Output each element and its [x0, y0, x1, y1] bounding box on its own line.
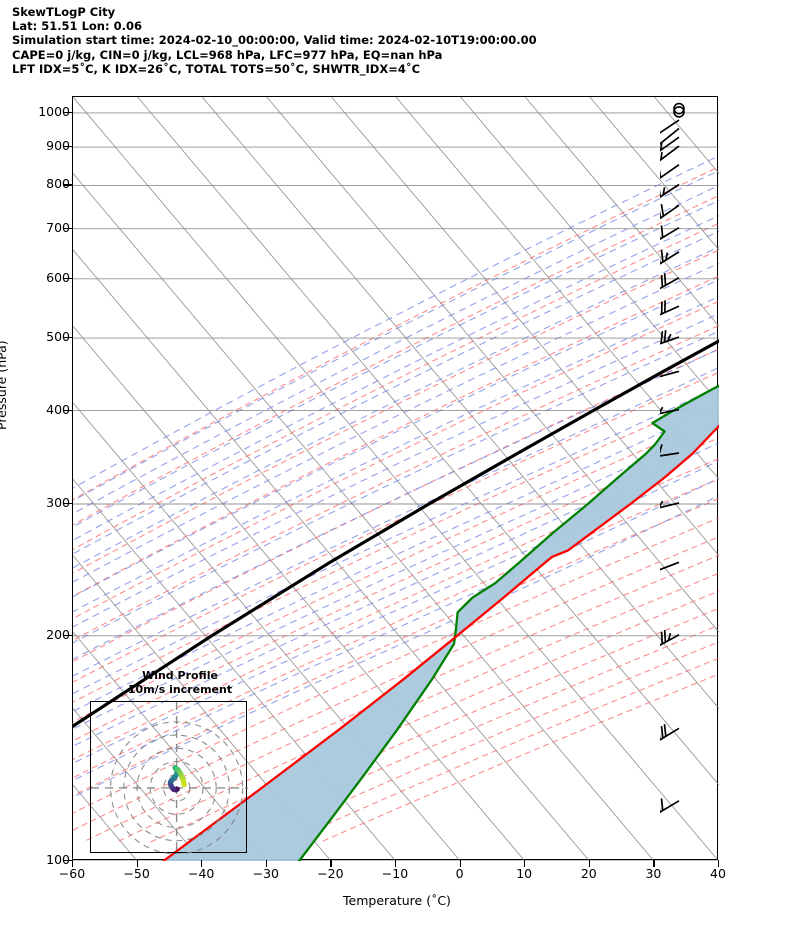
x-tick-mark — [653, 860, 655, 867]
x-tick-mark — [588, 860, 590, 867]
skewt-canvas — [73, 97, 719, 861]
hodograph-rings — [91, 702, 248, 854]
y-tick-mark — [64, 146, 72, 148]
parcel-trace — [73, 339, 719, 728]
x-tick-label: −30 — [252, 866, 279, 881]
x-tick-mark — [330, 860, 332, 867]
y-tick-label: 300 — [46, 495, 70, 511]
y-tick-label: 800 — [46, 176, 70, 192]
x-tick-mark — [459, 860, 461, 867]
x-tick-mark — [524, 860, 526, 867]
x-tick-label: −50 — [123, 866, 150, 881]
y-tick-mark — [64, 337, 72, 339]
x-tick-label: 30 — [645, 866, 662, 881]
hodograph-canvas — [91, 702, 248, 854]
y-tick-label: 700 — [46, 219, 70, 235]
x-tick-mark — [72, 860, 74, 867]
y-tick-mark — [64, 277, 72, 280]
x-tick-mark — [395, 860, 397, 867]
x-tick-label: −20 — [317, 866, 344, 881]
hodograph-inset — [90, 701, 248, 854]
y-tick-label: 900 — [46, 138, 70, 154]
y-tick-label: 400 — [46, 401, 70, 417]
x-tick-label: 20 — [580, 866, 597, 881]
hodograph-title-line2: 10m/s increment — [127, 682, 233, 696]
hodograph-title: Wind Profile 10m/s increment — [105, 669, 255, 696]
plot-title: SkewTLogP City — [12, 5, 116, 19]
y-tick-label: 1000 — [38, 103, 70, 119]
y-tick-label: 200 — [46, 626, 70, 642]
x-tick-mark — [265, 860, 267, 867]
y-axis-title: Pressure (hPa) — [0, 340, 9, 430]
x-tick-label: −40 — [187, 866, 215, 881]
y-tick-mark — [64, 111, 72, 114]
x-tick-mark — [136, 860, 138, 867]
y-tick-mark — [64, 409, 72, 411]
y-tick-label: 600 — [46, 269, 70, 285]
temperature-trace — [162, 424, 719, 861]
y-tick-label: 100 — [46, 852, 70, 867]
y-tick-mark — [64, 503, 72, 505]
x-tick-label: 40 — [710, 866, 726, 881]
dewpoint-trace — [297, 384, 719, 861]
y-tick-mark — [64, 634, 72, 636]
time-line: Simulation start time: 2024-02-10_00:00:… — [12, 33, 537, 48]
x-tick-label: −10 — [381, 866, 409, 881]
skewt-plot-area — [72, 96, 719, 861]
location-line: Lat: 51.51 Lon: 0.06 — [12, 19, 142, 34]
y-tick-mark — [64, 227, 72, 229]
header-block: SkewTLogP City Lat: 51.51 Lon: 0.06 Simu… — [12, 5, 782, 76]
x-axis-title: Temperature (˚C) — [343, 893, 451, 908]
x-tick-mark — [201, 860, 203, 867]
x-tick-label: 0 — [455, 866, 464, 881]
y-tick-mark — [64, 184, 72, 186]
y-tick-mark — [64, 860, 72, 862]
x-tick-mark — [718, 860, 720, 867]
mixing-ratio-lines — [715, 297, 719, 302]
y-tick-label: 500 — [46, 329, 70, 345]
indices-line-2: LFT IDX=5˚C, K IDX=26˚C, TOTAL TOTS=50˚C… — [12, 61, 421, 76]
x-tick-label: −60 — [58, 866, 86, 881]
x-tick-label: 10 — [516, 866, 533, 881]
hodograph-trace — [167, 764, 187, 793]
hodograph-title-line1: Wind Profile — [142, 669, 218, 682]
indices-line-1: CAPE=0 j/kg, CIN=0 j/kg, LCL=968 hPa, LF… — [12, 47, 443, 62]
